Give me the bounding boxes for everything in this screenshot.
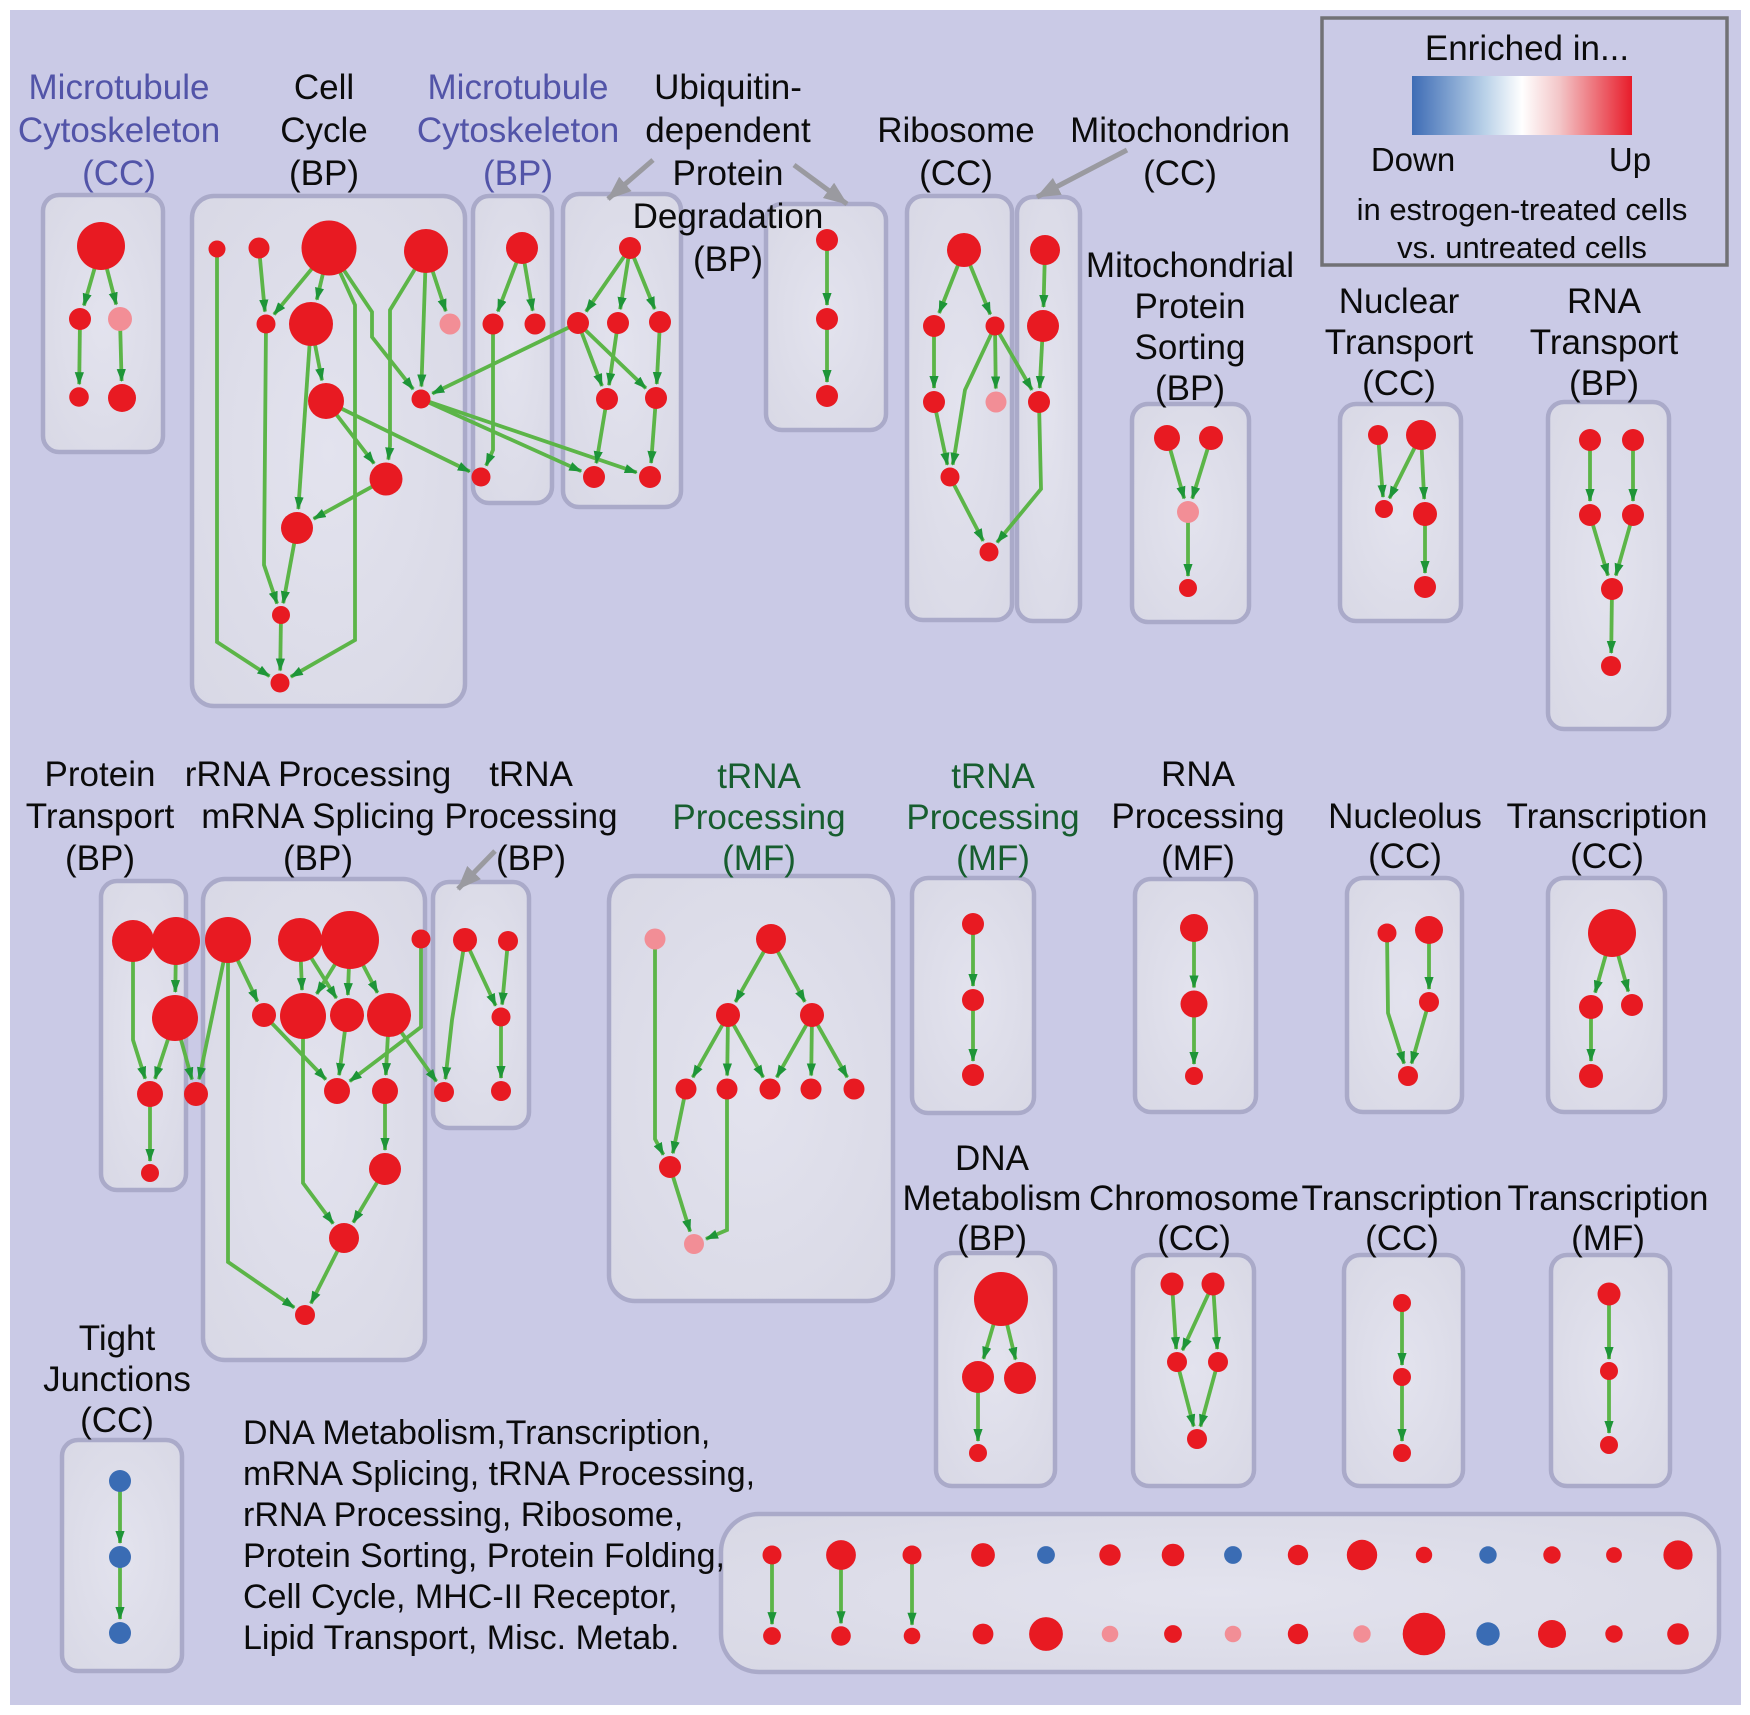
svg-text:Microtubule: Microtubule — [428, 68, 609, 107]
svg-text:Nuclear: Nuclear — [1339, 282, 1460, 321]
svg-text:Ribosome: Ribosome — [877, 111, 1035, 150]
svg-text:Mitochondrion: Mitochondrion — [1070, 111, 1290, 150]
svg-text:(CC): (CC) — [1570, 837, 1644, 876]
svg-text:dependent: dependent — [645, 111, 811, 150]
svg-text:(MF): (MF) — [1161, 839, 1235, 878]
svg-text:mRNA Splicing: mRNA Splicing — [201, 797, 434, 836]
svg-text:Down: Down — [1371, 141, 1455, 178]
svg-text:Tight: Tight — [79, 1319, 156, 1358]
svg-text:(CC): (CC) — [1365, 1219, 1439, 1258]
svg-text:(MF): (MF) — [1571, 1219, 1645, 1258]
svg-text:Cytoskeleton: Cytoskeleton — [18, 111, 220, 150]
svg-text:Processing: Processing — [1111, 797, 1284, 836]
svg-text:(BP): (BP) — [289, 154, 359, 193]
svg-text:Transcription: Transcription — [1508, 1179, 1709, 1218]
svg-text:Sorting: Sorting — [1135, 328, 1246, 367]
svg-text:mRNA Splicing, tRNA Processing: mRNA Splicing, tRNA Processing, — [243, 1455, 755, 1493]
svg-text:(CC): (CC) — [1143, 154, 1217, 193]
svg-text:Metabolism: Metabolism — [903, 1179, 1082, 1218]
svg-text:Transport: Transport — [1530, 323, 1679, 362]
svg-text:(CC): (CC) — [1362, 364, 1436, 403]
svg-text:(BP): (BP) — [65, 839, 135, 878]
svg-text:(CC): (CC) — [1368, 837, 1442, 876]
svg-text:Cytoskeleton: Cytoskeleton — [417, 111, 619, 150]
svg-text:(BP): (BP) — [1155, 369, 1225, 408]
svg-text:(BP): (BP) — [483, 154, 553, 193]
svg-text:DNA: DNA — [955, 1139, 1030, 1178]
svg-text:(CC): (CC) — [80, 1401, 154, 1440]
svg-text:tRNA: tRNA — [951, 757, 1035, 796]
svg-text:Processing: Processing — [444, 797, 617, 836]
svg-text:Transcription: Transcription — [1507, 797, 1708, 836]
svg-text:Degradation: Degradation — [633, 197, 824, 236]
svg-text:RNA: RNA — [1161, 755, 1236, 794]
svg-text:Ubiquitin-: Ubiquitin- — [654, 68, 802, 107]
svg-text:Protein: Protein — [673, 154, 784, 193]
svg-text:Up: Up — [1609, 141, 1651, 178]
svg-text:Cell: Cell — [294, 68, 354, 107]
svg-text:Transport: Transport — [26, 797, 175, 836]
svg-text:Mitochondrial: Mitochondrial — [1086, 246, 1294, 285]
svg-text:(BP): (BP) — [496, 839, 566, 878]
svg-text:Transport: Transport — [1325, 323, 1474, 362]
svg-text:(CC): (CC) — [1157, 1219, 1231, 1258]
svg-text:Junctions: Junctions — [43, 1360, 191, 1399]
svg-text:(CC): (CC) — [919, 154, 993, 193]
svg-text:Lipid Transport, Misc. Metab.: Lipid Transport, Misc. Metab. — [243, 1619, 680, 1657]
svg-text:Protein Sorting, Protein Foldi: Protein Sorting, Protein Folding, — [243, 1537, 725, 1575]
svg-text:RNA: RNA — [1567, 282, 1642, 321]
svg-text:Microtubule: Microtubule — [29, 68, 210, 107]
svg-text:(MF): (MF) — [956, 839, 1030, 878]
svg-text:(MF): (MF) — [722, 839, 796, 878]
svg-text:(BP): (BP) — [957, 1219, 1027, 1258]
svg-text:Transcription: Transcription — [1302, 1179, 1503, 1218]
svg-text:rRNA Processing, Ribosome,: rRNA Processing, Ribosome, — [243, 1496, 683, 1534]
svg-text:Protein: Protein — [1135, 287, 1246, 326]
svg-text:(BP): (BP) — [1569, 364, 1639, 403]
svg-text:tRNA: tRNA — [717, 757, 801, 796]
svg-text:DNA Metabolism,Transcription,: DNA Metabolism,Transcription, — [243, 1414, 710, 1452]
svg-text:rRNA Processing: rRNA Processing — [185, 755, 451, 794]
svg-text:Cell Cycle, MHC-II Receptor,: Cell Cycle, MHC-II Receptor, — [243, 1578, 678, 1616]
svg-text:tRNA: tRNA — [489, 755, 573, 794]
svg-text:in estrogen-treated cells: in estrogen-treated cells — [1357, 192, 1688, 227]
svg-text:Nucleolus: Nucleolus — [1328, 797, 1482, 836]
svg-text:Cycle: Cycle — [280, 111, 368, 150]
svg-text:(CC): (CC) — [82, 154, 156, 193]
svg-text:(BP): (BP) — [693, 240, 763, 279]
svg-text:Enriched in...: Enriched in... — [1425, 29, 1629, 68]
svg-text:Processing: Processing — [906, 798, 1079, 837]
svg-text:Processing: Processing — [672, 798, 845, 837]
svg-text:(BP): (BP) — [283, 839, 353, 878]
svg-text:vs. untreated cells: vs. untreated cells — [1397, 230, 1647, 265]
svg-text:Protein: Protein — [45, 755, 156, 794]
svg-text:Chromosome: Chromosome — [1089, 1179, 1299, 1218]
